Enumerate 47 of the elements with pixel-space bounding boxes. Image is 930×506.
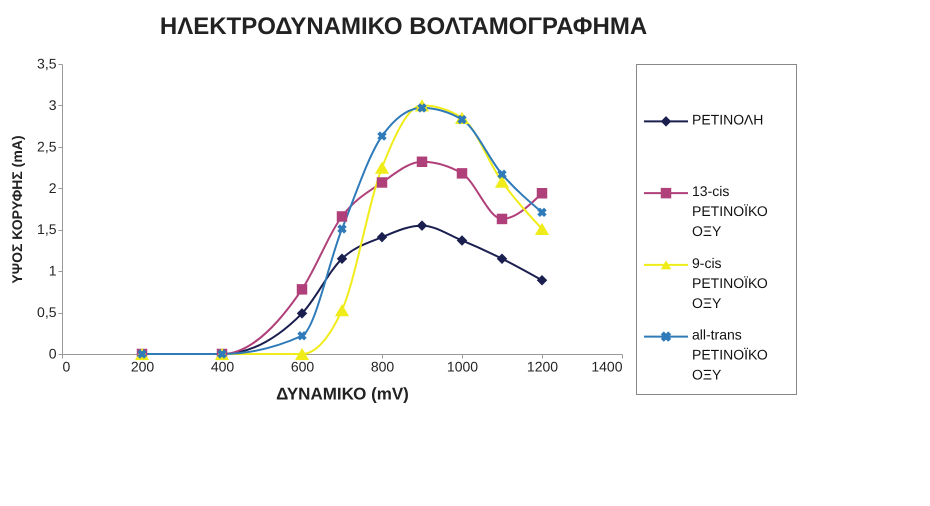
- point: [374, 161, 390, 174]
- y-tick-label: 0: [48, 346, 57, 362]
- x-tick-label: 800: [370, 358, 394, 374]
- point: [496, 253, 508, 264]
- point: [334, 304, 350, 316]
- x-axis-title: ΔΥΝΑΜΙΚΟ (mV): [276, 384, 409, 404]
- point: [294, 348, 310, 360]
- x-tick-label: 200: [130, 358, 154, 374]
- point: [497, 170, 507, 179]
- point: [297, 331, 307, 340]
- point: [536, 275, 548, 286]
- x-tick-label: 1400: [591, 358, 623, 374]
- x-tick-label: 400: [210, 358, 234, 374]
- point: [376, 232, 388, 242]
- x-tick-label: 0: [62, 358, 70, 374]
- y-tick-label: 1: [48, 262, 57, 279]
- point: [537, 208, 547, 218]
- y-tick-label: 3: [48, 96, 57, 113]
- point: [336, 211, 348, 222]
- y-tick-label: 2,5: [37, 138, 57, 154]
- point: [496, 214, 508, 224]
- legend-label: 13-cis ΡΕΤΙΝΟΪΚΟ ΟΞΥ: [692, 183, 768, 240]
- legend-label: ΡΕΤΙΝΟΛΗ: [692, 111, 764, 128]
- point: [296, 284, 308, 295]
- point: [376, 177, 388, 188]
- point: [416, 220, 428, 231]
- x-tick-label: 600: [290, 358, 314, 374]
- x-tick-label: 1000: [446, 358, 478, 374]
- y-axis-title: ΥΨΟΣ ΚΟΡΥΦΗΣ (mA): [9, 135, 26, 284]
- y-tick-label: 0,5: [37, 304, 57, 320]
- legend-label: all-trans ΡΕΤΙΝΟΪΚΟ ΟΞΥ: [692, 326, 768, 383]
- chart-title: ΗΛΕΚΤΡΟΔΥΝΑΜΙΚΟ ΒΟΛΤΑΜΟΓΡΑΦΗΜΑ: [160, 13, 648, 40]
- point: [336, 253, 348, 264]
- point: [534, 222, 550, 236]
- point: [494, 176, 510, 188]
- point: [296, 308, 308, 319]
- point: [337, 224, 347, 234]
- point: [536, 188, 548, 198]
- point: [456, 168, 468, 179]
- y-tick-label: 1,5: [37, 221, 57, 238]
- point: [456, 235, 468, 246]
- x-tick-label: 1200: [526, 358, 558, 374]
- point: [377, 131, 387, 141]
- y-tick-label: 2: [48, 180, 57, 196]
- legend-label: 9-cis ΡΕΤΙΝΟΪΚΟ ΟΞΥ: [692, 254, 768, 311]
- y-tick-label: 3,5: [37, 56, 57, 72]
- point: [416, 156, 428, 168]
